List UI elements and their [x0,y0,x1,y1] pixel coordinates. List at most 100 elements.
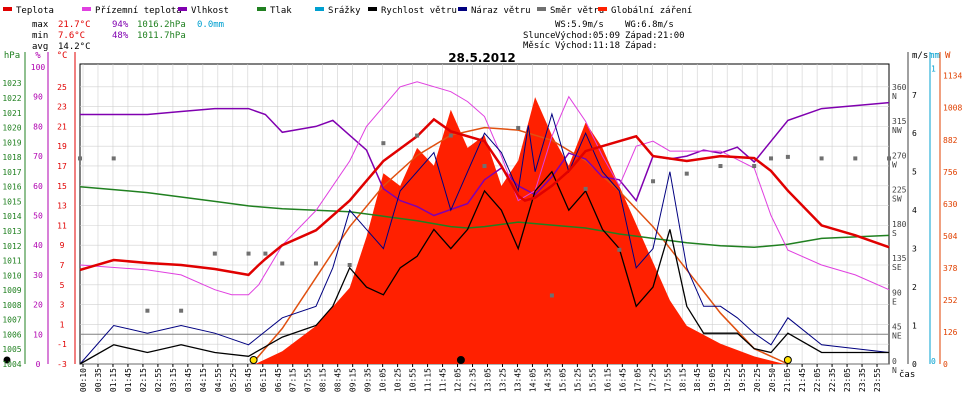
x-tick-label: 18:15 [678,368,687,392]
wind-direction-point [769,156,774,161]
axis-pct-tick: 100 [31,63,46,72]
wind-direction-point [448,133,453,138]
legend-label: Přízemní teplota [95,6,182,16]
x-tick-label: 11:15 [424,368,433,392]
x-tick-label: 17:25 [648,368,657,392]
axis-temp-tick: 1 [60,320,65,329]
axis-wm2-tick: 378 [943,264,958,273]
x-tick-label: 19:05 [708,368,717,392]
axis-pct-tick: 0 [36,360,41,369]
axis-hpa-tick: 1015 [2,197,21,206]
axis-pct-unit: % [35,51,41,61]
legend-label: Rychlost větru [381,6,457,16]
x-tick-label: 19:25 [723,368,732,392]
legend-label: Směr větru [550,6,604,16]
wind-direction-point [853,156,858,161]
wind-direction-point [313,261,318,266]
y-axes: hPa1004100510061007100810091010101110121… [2,51,962,375]
axis-ms-tick: 2 [912,283,917,292]
stat-avg-label: avg [32,42,48,52]
axis-pct-tick: 80 [33,122,43,131]
x-tick-label: 15:25 [573,368,582,392]
legend-label: Náraz větru [471,6,531,16]
stat-min-temp: 7.6°C [58,31,85,41]
x-tick-label: 21:05 [783,368,792,392]
plot-area [3,63,891,365]
axis-dir-tick: 225 [892,186,907,195]
axis-ms-tick: 1 [912,322,917,331]
astro-block: WS:5.9m/s WG:6.8m/s Slunce Východ:05:09 … [523,20,685,51]
wind-direction-point [280,261,285,266]
axis-temp-tick: -3 [57,360,67,369]
axis-dir-name: W [892,160,897,169]
axis-wm2-tick: 504 [943,232,958,241]
solar-radiation-area [255,97,785,364]
legend-swatch [82,7,91,11]
axis-hpa-tick: 1018 [2,153,21,162]
wind-direction-point [718,164,723,169]
wind-wg: WG:6.8m/s [625,20,674,30]
x-tick-label: 02:15 [139,368,148,392]
stat-max-temp: 21.7°C [58,20,91,30]
sun-rise: Východ:05:09 [555,31,620,41]
axis-wm2-tick: 756 [943,168,958,177]
axis-temp-tick: 7 [60,261,65,270]
x-tick-label: 03:15 [169,368,178,392]
axis-mm-unit: mm [929,51,940,61]
wind-direction-point [415,133,420,138]
wind-direction-point [212,251,217,256]
legend-label: Teplota [16,6,54,16]
sun-label: Slunce [523,31,556,41]
legend-swatch [257,7,266,11]
axis-temp-tick: -1 [57,340,67,349]
x-tick-label: 16:15 [603,368,612,392]
x-tick-label: 12:05 [454,368,463,392]
axis-dir-tick: 135 [892,254,907,263]
axis-temp-tick: 13 [57,202,67,211]
x-tick-label: 23:55 [873,368,882,392]
axis-hpa-tick: 1012 [2,242,21,251]
sun-set: Západ:21:00 [625,31,685,41]
x-tick-label: 13:45 [513,368,522,392]
x-tick-label: 01:45 [124,368,133,392]
x-tick-label: 15:55 [588,368,597,392]
axis-mm-tick: 0 [931,357,936,366]
axis-temp-tick: 25 [57,83,67,92]
axis-hpa-tick: 1011 [2,257,21,266]
axis-dir-tick: 360 [892,83,907,92]
x-tick-label: 23:05 [843,368,852,392]
stat-max-press: 1016.2hPa [137,20,186,30]
axis-ms-tick: 3 [912,245,917,254]
x-tick-label: 06:15 [259,368,268,392]
axis-pct-tick: 70 [33,152,43,161]
axis-temp-tick: 15 [57,182,67,191]
wind-direction-point [684,171,689,176]
stat-max-label: max [32,20,49,30]
x-tick-label: 07:55 [304,368,313,392]
x-tick-label: 17:55 [663,368,672,392]
axis-hpa-tick: 1014 [2,212,21,221]
x-tick-label: 03:45 [184,368,193,392]
axis-ms-tick: 7 [912,91,917,100]
stat-max-hum: 94% [112,20,129,30]
x-axis-label: čas [899,369,915,380]
x-tick-label: 13:25 [498,368,507,392]
axis-wm2-unit: W [945,51,951,61]
axis-temp-tick: 23 [57,103,67,112]
axis-dir-tick: 45 [892,323,902,332]
sunrise-marker [249,356,258,364]
axis-dir-name: N [892,92,897,101]
axis-wm2-tick: 126 [943,328,958,337]
wind-gust-line [79,112,890,365]
axis-ms-tick: 6 [912,129,917,138]
axis-dir-tick: 180 [892,220,907,229]
stat-min-label: min [32,31,48,41]
wind-direction-point [549,293,554,298]
x-tick-label: 22:35 [828,368,837,392]
x-tick-label: 01:15 [109,368,118,392]
axis-dir-tick: 90 [892,288,902,297]
x-tick-label: 05:45 [244,368,253,392]
chart-title: 28.5.2012 [448,51,516,65]
moon-marker [3,356,11,364]
wind-direction-point [482,164,487,169]
